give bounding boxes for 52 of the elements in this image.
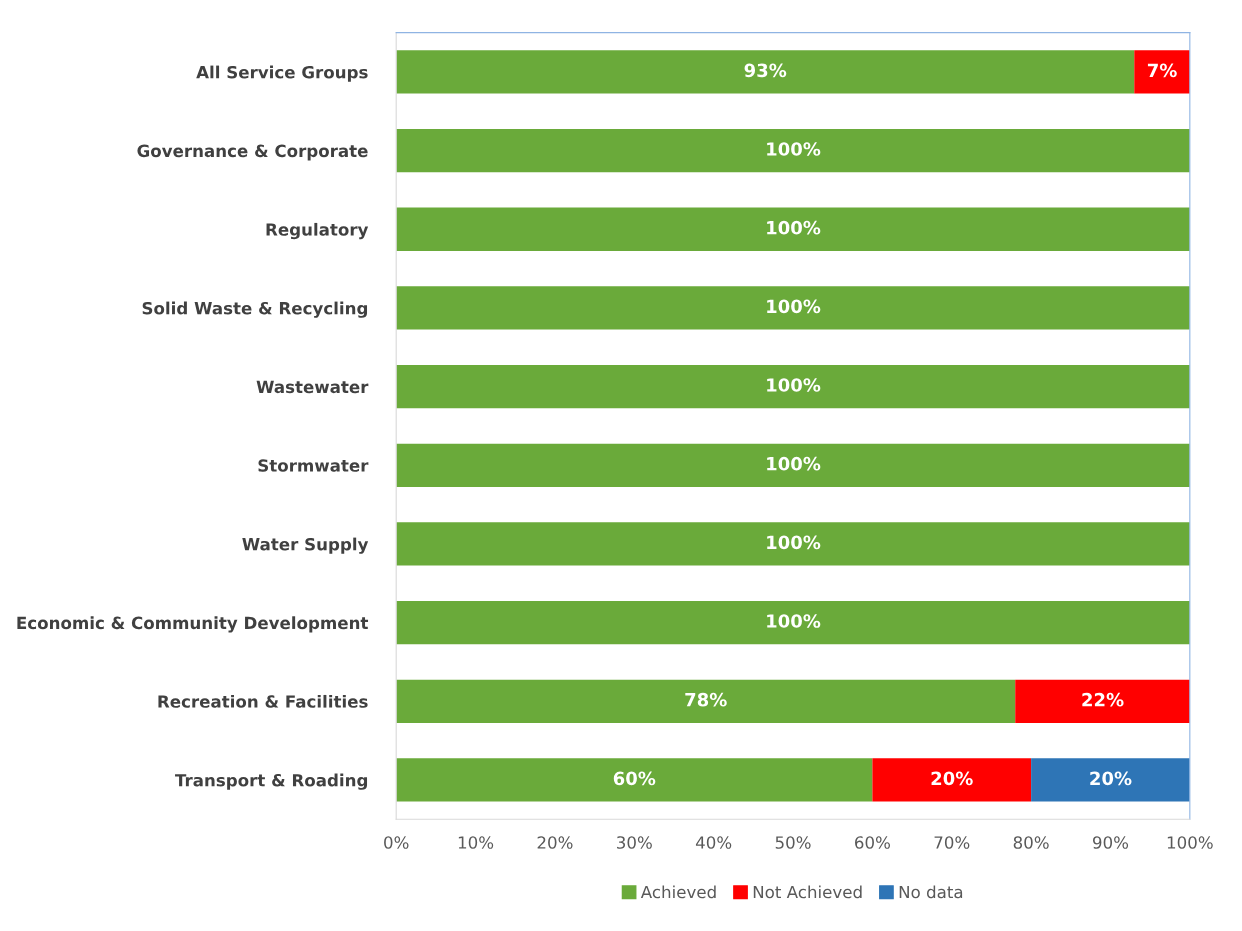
y-tick-label: Water Supply (242, 537, 369, 554)
bar (396, 364, 1190, 409)
data-label: 100% (767, 142, 821, 156)
data-label: 100% (767, 614, 821, 628)
bar (872, 758, 1032, 802)
bar (1031, 758, 1190, 802)
data-label: 100% (767, 535, 821, 550)
legend-label: No data (899, 885, 963, 899)
x-tick-label: 0% (384, 836, 409, 849)
x-tick-label: 40% (695, 836, 732, 849)
data-label: 20% (931, 771, 973, 786)
data-label: 7% (1147, 63, 1177, 78)
y-tick-label: Recreation & Facilities (158, 694, 368, 708)
bar (396, 522, 1190, 566)
data-label: 100% (767, 378, 821, 392)
x-tick-label: 30% (617, 836, 652, 849)
bar (396, 443, 1190, 487)
data-label: 20% (1090, 771, 1132, 786)
y-tick-label: All Service Groups (196, 65, 368, 82)
bar (1015, 679, 1190, 723)
y-tick-label: Wastewater (256, 380, 369, 394)
data-label: 60% (613, 771, 656, 786)
x-tick-label: 80% (1013, 836, 1049, 849)
bar (396, 600, 1190, 645)
data-label: 100% (767, 220, 821, 235)
bar (396, 207, 1190, 251)
y-tick-label: Solid Waste & Recycling (142, 301, 368, 318)
bar (396, 50, 1135, 94)
legend-label: Not Achieved (753, 885, 862, 899)
y-tick-label: Regulatory (266, 222, 369, 240)
y-tick-label: Transport & Roading (175, 773, 368, 790)
x-tick-label: 100% (1167, 836, 1213, 849)
x-tick-label: 10% (458, 836, 494, 849)
data-label: 100% (767, 456, 821, 471)
data-label: 100% (767, 299, 821, 314)
data-label: 78% (685, 692, 727, 707)
x-tick-label: 60% (855, 836, 890, 849)
legend-label: Achieved (640, 885, 716, 899)
x-tick-label: 70% (934, 836, 970, 849)
x-tick-label: 20% (537, 836, 573, 849)
x-tick-label: 90% (1093, 836, 1129, 849)
bar (396, 128, 1190, 173)
data-label: 22% (1082, 692, 1124, 707)
y-tick-label: Stormwater (258, 459, 369, 472)
bar (396, 286, 1190, 330)
data-label: 93% (744, 63, 787, 78)
x-tick-label: 50% (775, 836, 811, 849)
y-tick-label: Economic & Community Development (17, 616, 369, 633)
bar (396, 679, 1016, 723)
bar (396, 758, 873, 802)
y-tick-label: Governance & Corporate (137, 144, 368, 161)
bar (1134, 50, 1190, 94)
